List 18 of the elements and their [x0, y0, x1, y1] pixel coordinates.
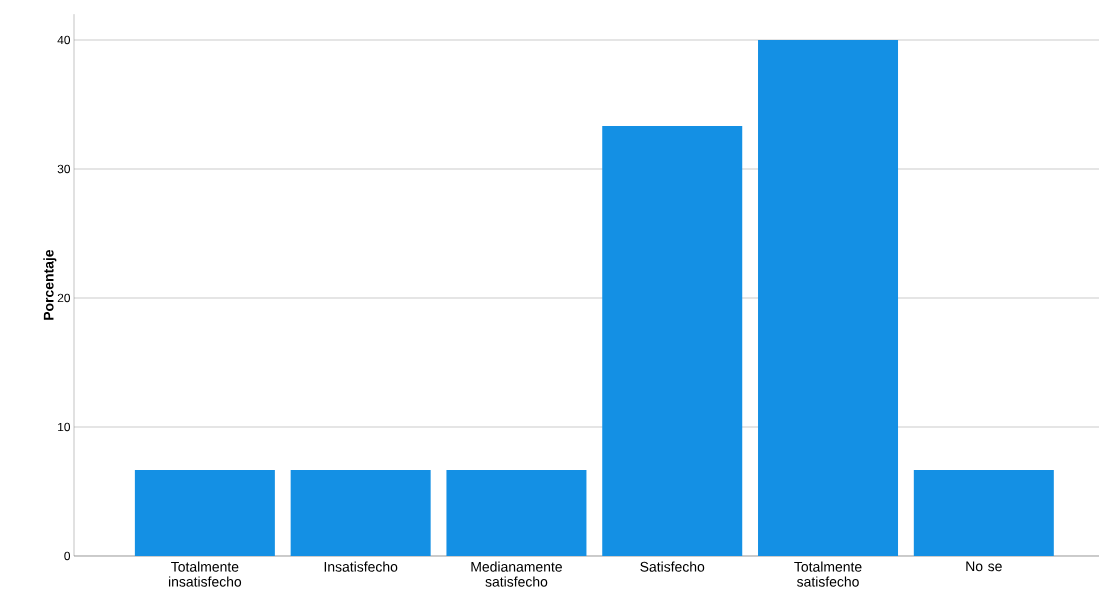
bar — [602, 126, 743, 556]
y-tick-label: 10 — [58, 422, 71, 432]
bar — [134, 469, 275, 556]
y-tick-label: 30 — [57, 164, 71, 174]
x-tick-label: Totalmente insatisfecho — [168, 561, 242, 587]
y-axis-title: Porcentaje — [43, 249, 57, 320]
x-tick-label: No se — [966, 561, 1002, 572]
bar — [290, 469, 431, 556]
y-tick-label: 20 — [57, 293, 71, 303]
x-tick-label: Totalmente satisfecho — [794, 561, 862, 587]
bar — [758, 39, 899, 556]
x-tick-label: Medianamente satisfecho — [471, 561, 562, 587]
bar — [913, 469, 1054, 556]
y-tick-label: 40 — [57, 35, 71, 45]
x-tick-label: Satisfecho — [640, 561, 705, 572]
y-tick-label: 0 — [64, 551, 71, 561]
bar — [446, 469, 587, 556]
x-tick-label: Insatisfecho — [324, 561, 398, 572]
